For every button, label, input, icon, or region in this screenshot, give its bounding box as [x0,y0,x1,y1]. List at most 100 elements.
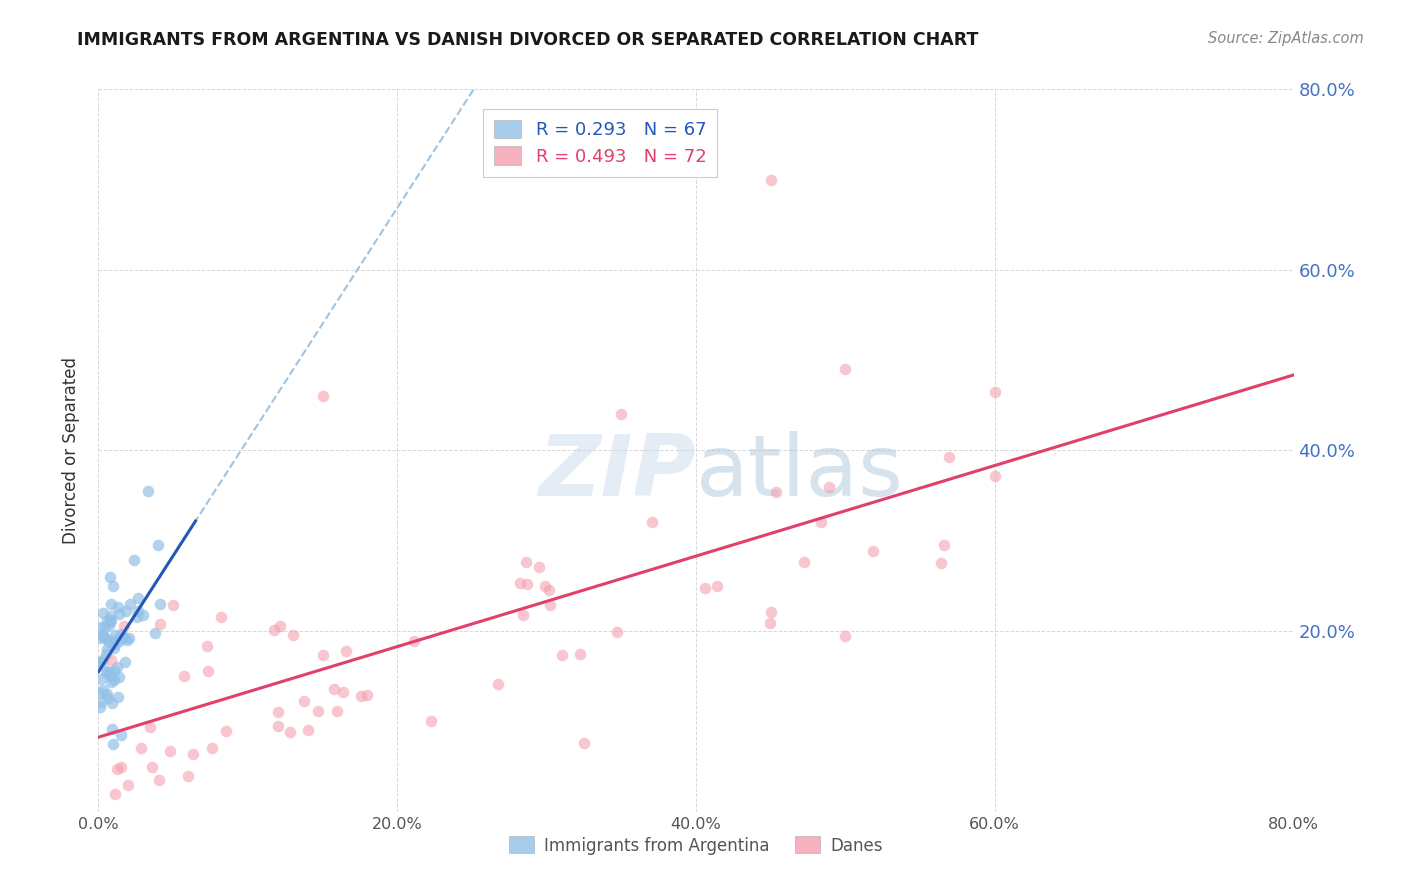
Point [96,641,118,656]
Point [201,740,224,755]
Point [100,614,122,628]
Point [793,556,815,570]
Point [98,666,121,681]
Legend: Immigrants from Argentina, Danes: Immigrants from Argentina, Danes [503,830,889,861]
Point [758,615,780,630]
Point [110,627,132,641]
Point [149,617,172,632]
Point [818,479,841,493]
Point [641,515,664,529]
Point [101,722,124,736]
Point [173,669,195,683]
Point [103,641,125,656]
Point [112,631,135,645]
Point [267,719,290,733]
Point [93,630,115,644]
Point [132,608,155,623]
Point [112,618,135,632]
Point [98,635,121,649]
Point [94,665,117,679]
Point [91,652,114,666]
Point [100,669,122,683]
Point [103,673,125,688]
Point [551,648,574,662]
Point [215,723,238,738]
Point [115,632,138,647]
Point [107,690,129,704]
Point [297,723,319,737]
Point [209,609,232,624]
Point [96,665,118,679]
Point [610,407,633,422]
Point [834,362,856,376]
Point [984,384,1007,399]
Text: ZIP: ZIP [538,431,696,514]
Point [122,553,145,567]
Point [149,598,172,612]
Point [103,664,125,678]
Point [325,704,347,718]
Point [91,628,114,642]
Point [114,655,136,669]
Point [834,629,856,643]
Point [105,660,128,674]
Point [335,643,357,657]
Point [281,628,304,642]
Point [356,688,378,702]
Point [103,737,125,751]
Point [127,609,149,624]
Point [96,632,118,647]
Point [159,744,181,758]
Point [349,689,371,703]
Point [706,578,728,592]
Point [515,555,537,569]
Point [89,700,111,714]
Point [127,591,149,605]
Point [111,631,134,645]
Point [110,759,132,773]
Point [177,769,200,783]
Point [91,606,114,620]
Point [96,614,118,628]
Point [100,608,122,623]
Point [139,720,162,734]
Point [98,570,121,584]
Text: Source: ZipAtlas.com: Source: ZipAtlas.com [1208,31,1364,46]
Point [127,604,149,618]
Point [931,556,953,570]
Point [100,597,122,611]
Point [197,664,219,678]
Point [516,577,538,591]
Text: atlas: atlas [696,431,904,514]
Point [108,670,131,684]
Point [568,647,591,661]
Point [606,624,628,639]
Point [89,620,111,634]
Point [91,683,114,698]
Point [129,740,152,755]
Point [195,640,218,654]
Point [512,607,534,622]
Point [136,484,159,499]
Point [263,624,285,638]
Point [117,631,139,645]
Point [332,685,354,699]
Point [89,686,111,700]
Point [934,538,956,552]
Point [509,575,531,590]
Point [759,605,782,619]
Point [107,634,129,648]
Point [533,579,555,593]
Point [765,484,787,499]
Point [181,747,204,761]
Point [810,515,832,529]
Point [537,583,560,598]
Point [107,600,129,615]
Point [98,613,121,627]
Point [420,714,443,728]
Point [307,704,329,718]
Point [267,705,290,719]
Point [107,607,129,621]
Point [89,631,111,645]
Point [89,655,111,669]
